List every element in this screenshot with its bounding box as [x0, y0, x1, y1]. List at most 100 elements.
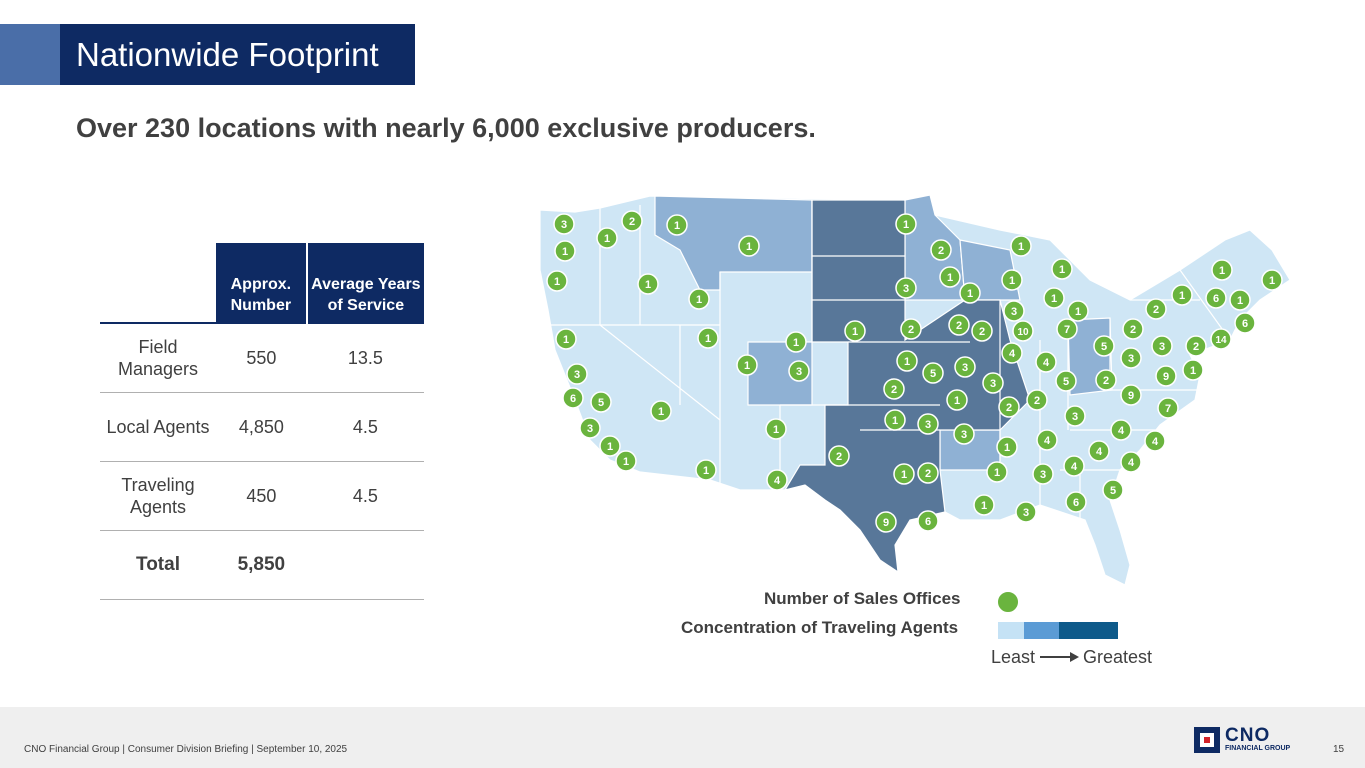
office-count: 1	[1237, 295, 1243, 307]
office-marker: 4	[766, 469, 788, 491]
office-count: 4	[1118, 425, 1125, 437]
office-marker-dot	[1151, 335, 1173, 357]
office-marker: 7	[1157, 397, 1179, 419]
office-marker-dot	[884, 409, 906, 431]
office-marker-dot	[953, 423, 975, 445]
office-marker-dot	[1036, 429, 1058, 451]
office-marker-dot	[1051, 258, 1073, 280]
office-marker-dot	[1067, 300, 1089, 322]
office-count: 3	[796, 366, 802, 378]
office-marker: 3	[566, 363, 588, 385]
office-count: 1	[1059, 264, 1065, 276]
office-count: 1	[1018, 241, 1024, 253]
office-count: 6	[1213, 293, 1219, 305]
office-marker: 1	[666, 214, 688, 236]
office-marker-dot	[688, 288, 710, 310]
office-marker: 5	[1102, 479, 1124, 501]
office-count: 10	[1017, 327, 1029, 338]
office-count: 3	[1011, 306, 1017, 318]
office-count: 1	[852, 326, 858, 338]
office-count: 1	[892, 415, 898, 427]
office-count: 4	[1009, 348, 1016, 360]
office-count: 1	[563, 334, 569, 346]
office-marker: 9	[1155, 365, 1177, 387]
office-marker: 14	[1210, 328, 1232, 350]
office-marker-dot	[1010, 235, 1032, 257]
slide-subtitle: Over 230 locations with nearly 6,000 exc…	[76, 113, 816, 143]
office-count: 5	[1110, 485, 1116, 497]
office-marker: 1	[596, 227, 618, 249]
office-marker: 3	[1015, 501, 1037, 523]
table-total-label: Total	[100, 530, 216, 600]
office-marker-dot	[697, 327, 719, 349]
office-count: 3	[903, 283, 909, 295]
office-marker: 9	[1120, 384, 1142, 406]
office-marker: 6	[562, 387, 584, 409]
office-marker-dot	[986, 461, 1008, 483]
office-marker: 4	[1110, 419, 1132, 441]
ramp-swatch-mid	[1024, 622, 1059, 639]
office-count: 3	[1023, 507, 1029, 519]
office-marker: 3	[1151, 335, 1173, 357]
office-count: 2	[1103, 375, 1109, 387]
legend-offices-label: Number of Sales Offices	[764, 589, 961, 608]
office-marker: 2	[900, 318, 922, 340]
office-marker-dot	[1211, 259, 1233, 281]
office-count: 6	[925, 516, 931, 528]
office-marker: 1	[1001, 269, 1023, 291]
office-marker: 1	[695, 459, 717, 481]
office-marker: 3	[788, 360, 810, 382]
office-marker: 1	[765, 418, 787, 440]
office-marker: 4	[1001, 342, 1023, 364]
office-marker: 2	[828, 445, 850, 467]
office-count: 1	[1004, 442, 1010, 454]
legend-greatest: Greatest	[1083, 647, 1153, 667]
office-marker: 6	[1065, 491, 1087, 513]
office-marker-dot	[1145, 298, 1167, 320]
office-marker: 3	[1003, 300, 1025, 322]
office-marker-dot	[738, 235, 760, 257]
office-marker: 4	[1120, 451, 1142, 473]
office-marker-dot	[1120, 384, 1142, 406]
office-count: 3	[587, 423, 593, 435]
office-marker: 4	[1144, 430, 1166, 452]
office-marker: 1	[637, 273, 659, 295]
office-count: 1	[994, 467, 1000, 479]
office-marker-dot	[982, 372, 1004, 394]
office-count: 2	[925, 468, 931, 480]
office-marker-dot	[566, 363, 588, 385]
office-marker: 2	[883, 378, 905, 400]
table-cell-years: 4.5	[306, 392, 424, 462]
office-marker: 3	[579, 417, 601, 439]
footer-text: CNO Financial Group | Consumer Division …	[24, 744, 348, 755]
table-cell-number: 550	[216, 323, 307, 393]
office-count: 5	[598, 397, 604, 409]
office-marker-dot	[996, 436, 1018, 458]
office-count: 1	[1219, 265, 1225, 277]
office-count: 5	[1063, 376, 1069, 388]
office-marker: 1	[554, 240, 576, 262]
office-marker-dot	[579, 417, 601, 439]
office-count: 1	[674, 220, 680, 232]
office-marker: 1	[1211, 259, 1233, 281]
office-count: 3	[962, 362, 968, 374]
office-count: 1	[901, 469, 907, 481]
office-marker-dot	[1182, 359, 1204, 381]
office-marker: 4	[1035, 351, 1057, 373]
office-count: 3	[1128, 353, 1134, 365]
office-marker-dot	[1088, 440, 1110, 462]
office-count: 3	[961, 429, 967, 441]
office-count: 2	[629, 216, 635, 228]
office-marker-dot	[1122, 318, 1144, 340]
footer: CNO Financial Group | Consumer Division …	[0, 707, 1365, 768]
office-count: 1	[981, 500, 987, 512]
office-count: 5	[930, 368, 936, 380]
office-count: 2	[1006, 402, 1012, 414]
office-marker: 3	[1032, 463, 1054, 485]
office-count: 1	[947, 272, 953, 284]
office-marker-dot	[844, 320, 866, 342]
office-count: 1	[645, 279, 651, 291]
office-marker-dot	[1229, 289, 1251, 311]
